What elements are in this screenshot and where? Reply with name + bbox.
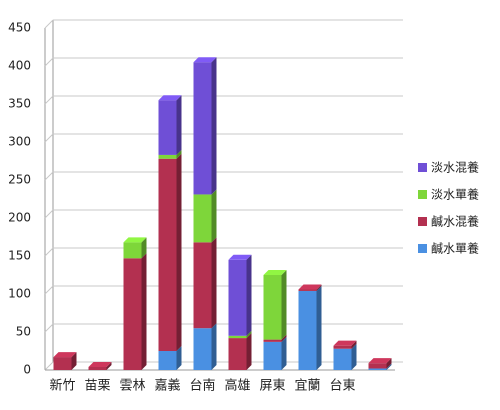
bar-top (228, 254, 252, 260)
grid-line (44, 247, 54, 257)
bar (298, 290, 317, 370)
bar-side (351, 343, 357, 370)
grid-line (44, 323, 54, 333)
bar-side (246, 330, 252, 339)
bar (228, 338, 247, 370)
bar (193, 62, 212, 195)
x-tick-label: 台南 (189, 378, 215, 394)
bar-side (281, 334, 287, 342)
bar (123, 258, 142, 370)
bar-top (88, 361, 112, 367)
y-tick-label: 150 (8, 249, 31, 263)
bar-top (193, 57, 217, 63)
legend-swatch (418, 190, 427, 199)
bar (263, 275, 282, 340)
bar-side (141, 253, 147, 370)
y-tick-label: 250 (8, 173, 31, 187)
grid-line (44, 361, 54, 371)
bar (193, 194, 212, 243)
bar (368, 363, 387, 369)
bar-side (211, 237, 217, 329)
x-tick-label: 高雄 (224, 378, 250, 394)
bar (298, 289, 317, 291)
y-tick-label: 400 (8, 59, 31, 73)
bar (158, 351, 177, 370)
grid-line (44, 95, 54, 105)
bar (193, 242, 212, 329)
legend-label: 鹹水混養 (431, 214, 479, 229)
bar-side (246, 333, 252, 370)
legend-label: 鹹水單養 (431, 241, 479, 256)
bar (228, 259, 247, 336)
grid-line (44, 285, 54, 295)
bar-top (53, 352, 77, 358)
bar-top (263, 270, 287, 275)
bar (263, 341, 282, 370)
grid-line (44, 57, 54, 67)
bar (88, 366, 107, 370)
grid-line (44, 171, 54, 181)
y-tick-label: 50 (16, 325, 31, 339)
bar-side (351, 340, 357, 349)
bar-side (141, 237, 147, 259)
x-tick-label: 新竹 (49, 378, 75, 394)
bar (158, 154, 177, 159)
bar (333, 345, 352, 349)
legend-swatch (418, 163, 427, 172)
bar (158, 158, 177, 351)
x-tick-label: 苗栗 (84, 379, 110, 394)
bar-side (176, 149, 182, 159)
legend-swatch (418, 217, 427, 226)
bar-side (386, 363, 392, 370)
y-tick-label: 350 (8, 97, 31, 111)
bar-side (176, 153, 182, 351)
y-tick-label: 200 (8, 211, 31, 225)
bar-side (106, 361, 112, 370)
y-tick-label: 300 (8, 135, 31, 149)
bar (333, 348, 352, 370)
bar (263, 339, 282, 342)
x-tick-label: 宜蘭 (294, 378, 320, 394)
legend-label: 淡水單養 (431, 187, 479, 202)
bar-side (211, 323, 217, 370)
bar-top (368, 358, 392, 364)
x-tick-label: 屏東 (259, 378, 285, 394)
y-tick-label: 450 (8, 21, 31, 35)
legend-label: 淡水混養 (431, 160, 479, 175)
bar-side (281, 270, 287, 340)
legend-swatch (418, 244, 427, 253)
bar-side (71, 352, 77, 370)
grid-line (44, 133, 54, 143)
bar-top (298, 284, 322, 290)
bar-side (316, 284, 322, 291)
bar-top (158, 95, 182, 101)
x-tick-label: 台東 (329, 378, 355, 394)
grid-line (44, 19, 54, 29)
bar (368, 368, 387, 370)
bar-side (386, 358, 392, 369)
y-tick-label: 100 (8, 287, 31, 301)
y-tick-label: 0 (23, 363, 31, 377)
bar-side (281, 336, 287, 370)
bar-side (316, 285, 322, 370)
bar (193, 328, 212, 370)
bar-side (176, 95, 182, 155)
grid-line (44, 209, 54, 219)
x-tick-label: 雲林 (119, 379, 145, 394)
bar (228, 335, 247, 339)
bar (123, 242, 142, 259)
bar (53, 357, 72, 370)
x-tick-label: 嘉義 (154, 378, 180, 394)
bar-top (123, 237, 147, 243)
bar-side (211, 57, 217, 195)
bar-side (246, 254, 252, 336)
bar-top (333, 340, 357, 346)
bar-side (176, 346, 182, 370)
bar (158, 100, 177, 155)
bar-side (211, 189, 217, 243)
